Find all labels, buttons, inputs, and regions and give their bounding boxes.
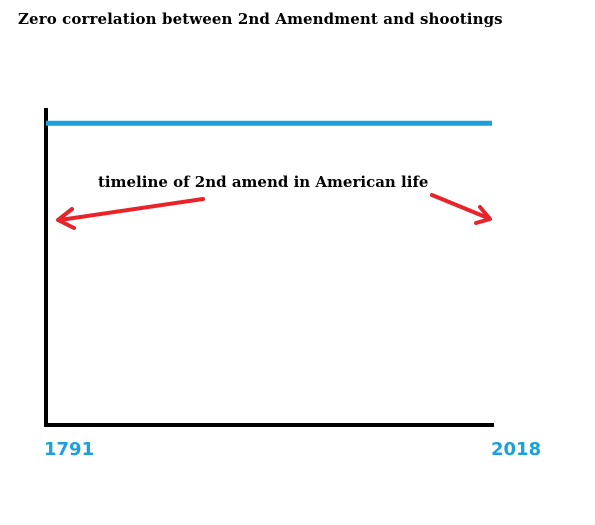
left-arrow <box>56 197 205 230</box>
x-tick-label-start: 1791 <box>44 439 94 460</box>
annotation-label: timeline of 2nd amend in American life <box>98 173 428 191</box>
chart-title: Zero correlation between 2nd Amendment a… <box>18 10 503 28</box>
right-arrow <box>430 193 492 225</box>
x-tick-label-end: 2018 <box>491 439 541 460</box>
